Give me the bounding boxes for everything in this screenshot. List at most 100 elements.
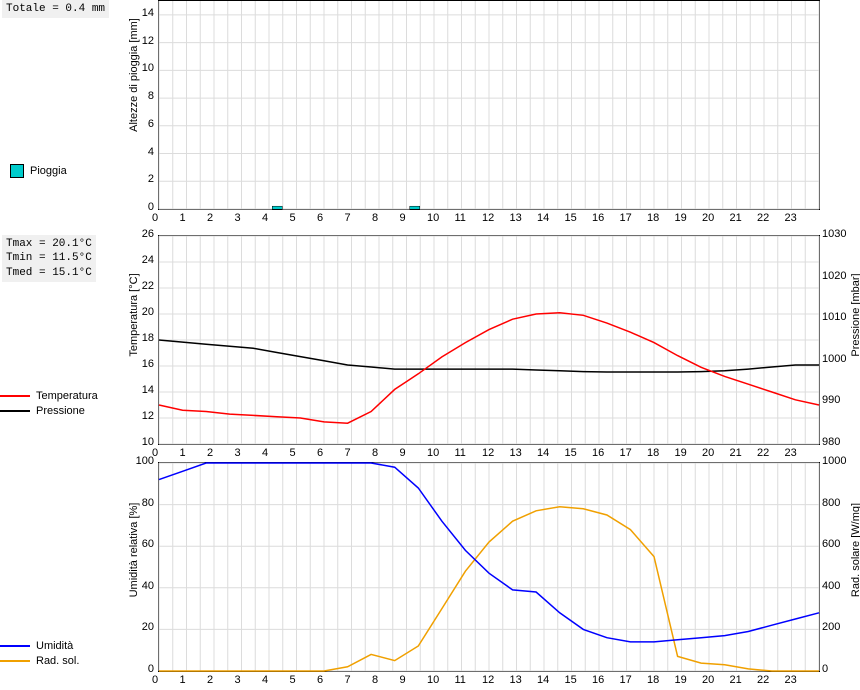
x-tick: 21 xyxy=(730,447,742,459)
chart1-ylabel: Altezze di pioggia [mm] xyxy=(128,0,140,165)
x-tick: 11 xyxy=(455,447,466,459)
x-tick: 22 xyxy=(757,447,769,459)
y-tick: 8 xyxy=(128,90,154,102)
x-tick: 12 xyxy=(482,674,494,686)
x-tick: 0 xyxy=(152,674,158,686)
y-tick: 10 xyxy=(128,62,154,74)
x-tick: 17 xyxy=(620,674,632,686)
x-tick: 12 xyxy=(482,447,494,459)
x-tick: 7 xyxy=(345,674,351,686)
x-tick: 11 xyxy=(455,212,466,224)
temp-press-chart xyxy=(158,235,820,445)
x-tick: 18 xyxy=(647,447,659,459)
x-tick: 10 xyxy=(427,212,439,224)
rain-chart xyxy=(158,0,820,210)
x-tick: 19 xyxy=(675,447,687,459)
y-tick: 24 xyxy=(128,254,154,266)
chart3-ylabel-right: Rad. solare [W/mq] xyxy=(850,475,860,625)
y-tick: 22 xyxy=(128,280,154,292)
y-tick: 0 xyxy=(128,663,154,675)
temp-line-swatch xyxy=(0,395,30,397)
y-tick: 20 xyxy=(128,306,154,318)
y-tick: 1020 xyxy=(822,270,846,282)
rain-total-box: Totale = 0.4 mm xyxy=(2,0,109,18)
x-tick: 3 xyxy=(235,447,241,459)
y-tick: 26 xyxy=(128,228,154,240)
x-tick: 3 xyxy=(235,212,241,224)
y-tick: 12 xyxy=(128,35,154,47)
hum-rad-chart xyxy=(158,462,820,672)
y-tick: 1000 xyxy=(822,455,846,467)
x-tick: 7 xyxy=(345,447,351,459)
x-tick: 8 xyxy=(372,212,378,224)
x-tick: 13 xyxy=(510,212,522,224)
legend-temp: Temperatura xyxy=(0,390,98,402)
y-tick: 60 xyxy=(128,538,154,550)
x-tick: 1 xyxy=(180,674,186,686)
legend-temp-label: Temperatura xyxy=(36,390,98,402)
legend-hum: Umidità xyxy=(0,640,73,652)
y-tick: 1030 xyxy=(822,228,846,240)
x-tick: 23 xyxy=(785,212,797,224)
y-tick: 20 xyxy=(128,621,154,633)
y-tick: 2 xyxy=(128,173,154,185)
x-tick: 13 xyxy=(510,447,522,459)
y-tick: 0 xyxy=(128,201,154,213)
y-tick: 200 xyxy=(822,621,840,633)
x-tick: 2 xyxy=(207,674,213,686)
y-tick: 16 xyxy=(128,358,154,370)
x-tick: 14 xyxy=(537,447,549,459)
y-tick: 800 xyxy=(822,497,840,509)
legend-press-label: Pressione xyxy=(36,405,85,417)
y-tick: 1010 xyxy=(822,311,846,323)
x-tick: 13 xyxy=(510,674,522,686)
x-tick: 21 xyxy=(730,212,742,224)
x-tick: 6 xyxy=(317,212,323,224)
x-tick: 4 xyxy=(262,447,268,459)
x-tick: 5 xyxy=(290,212,296,224)
chart2-ylabel-right: Pressione [mbar] xyxy=(850,240,860,390)
temp-stats-box: Tmax = 20.1°C Tmin = 11.5°C Tmed = 15.1°… xyxy=(2,235,96,282)
x-tick: 20 xyxy=(702,674,714,686)
x-tick: 21 xyxy=(730,674,742,686)
press-line-swatch xyxy=(0,410,30,412)
x-tick: 22 xyxy=(757,674,769,686)
x-tick: 3 xyxy=(235,674,241,686)
x-tick: 18 xyxy=(647,212,659,224)
x-tick: 15 xyxy=(565,674,577,686)
y-tick: 4 xyxy=(128,146,154,158)
legend-rain-label: Pioggia xyxy=(30,165,67,177)
x-tick: 9 xyxy=(400,674,406,686)
y-tick: 12 xyxy=(128,410,154,422)
x-tick: 11 xyxy=(455,674,466,686)
rad-line-swatch xyxy=(0,660,30,662)
y-tick: 14 xyxy=(128,384,154,396)
x-tick: 14 xyxy=(537,674,549,686)
x-tick: 16 xyxy=(592,212,604,224)
y-tick: 980 xyxy=(822,436,840,448)
x-tick: 7 xyxy=(345,212,351,224)
y-tick: 1000 xyxy=(822,353,846,365)
y-tick: 14 xyxy=(128,7,154,19)
x-tick: 18 xyxy=(647,674,659,686)
x-tick: 0 xyxy=(152,212,158,224)
y-tick: 80 xyxy=(128,497,154,509)
x-tick: 5 xyxy=(290,447,296,459)
legend-hum-label: Umidità xyxy=(36,640,73,652)
x-tick: 20 xyxy=(702,447,714,459)
y-tick: 600 xyxy=(822,538,840,550)
y-tick: 990 xyxy=(822,394,840,406)
x-tick: 1 xyxy=(180,447,186,459)
legend-rain: Pioggia xyxy=(10,164,67,178)
x-tick: 10 xyxy=(427,674,439,686)
y-tick: 40 xyxy=(128,580,154,592)
legend-press: Pressione xyxy=(0,405,85,417)
x-tick: 9 xyxy=(400,212,406,224)
legend-rad: Rad. sol. xyxy=(0,655,79,667)
x-tick: 9 xyxy=(400,447,406,459)
x-tick: 23 xyxy=(785,674,797,686)
y-tick: 400 xyxy=(822,580,840,592)
x-tick: 19 xyxy=(675,212,687,224)
x-tick: 16 xyxy=(592,674,604,686)
x-tick: 4 xyxy=(262,674,268,686)
